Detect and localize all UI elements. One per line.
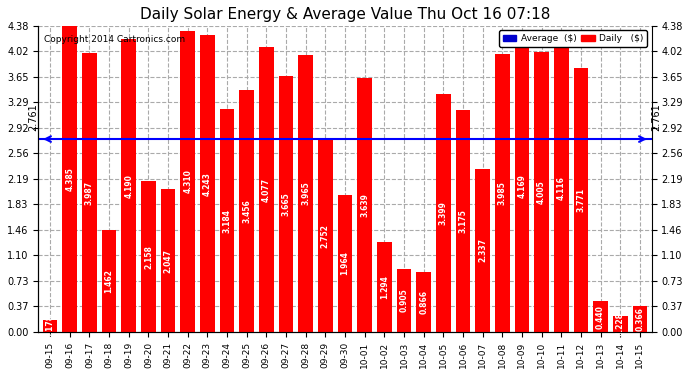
Bar [279, 76, 293, 332]
Bar [515, 40, 529, 332]
Bar [141, 181, 156, 332]
Bar [475, 169, 490, 332]
Text: 4.190: 4.190 [124, 174, 133, 198]
Text: 1.462: 1.462 [105, 269, 114, 293]
Text: 3.399: 3.399 [439, 201, 448, 225]
Text: 3.456: 3.456 [242, 200, 251, 223]
Bar [534, 52, 549, 332]
Bar [161, 189, 175, 332]
Text: 3.771: 3.771 [576, 188, 585, 212]
Text: 4.310: 4.310 [184, 170, 193, 194]
Text: 3.175: 3.175 [458, 209, 467, 233]
Text: 4.005: 4.005 [537, 180, 546, 204]
Text: 0.228: 0.228 [615, 312, 624, 336]
Text: 0.440: 0.440 [596, 305, 605, 328]
Bar [416, 272, 431, 332]
Bar [357, 78, 372, 332]
Bar [219, 110, 235, 332]
Text: 3.987: 3.987 [85, 181, 94, 205]
Bar [101, 230, 117, 332]
Title: Daily Solar Energy & Average Value Thu Oct 16 07:18: Daily Solar Energy & Average Value Thu O… [140, 7, 550, 22]
Text: 3.639: 3.639 [360, 193, 369, 217]
Text: 1.964: 1.964 [340, 252, 350, 275]
Text: 3.184: 3.184 [223, 209, 232, 233]
Text: 4.077: 4.077 [262, 177, 271, 202]
Bar [593, 302, 608, 332]
Text: 4.116: 4.116 [557, 176, 566, 200]
Bar [613, 316, 628, 332]
Text: 2.752: 2.752 [321, 224, 330, 248]
Bar [436, 94, 451, 332]
Text: 4.243: 4.243 [203, 172, 212, 196]
Text: 3.985: 3.985 [497, 181, 506, 205]
Bar [573, 69, 589, 332]
Bar [633, 306, 647, 332]
Bar [180, 31, 195, 332]
Text: 3.665: 3.665 [282, 192, 290, 216]
Bar [298, 55, 313, 332]
Bar [554, 44, 569, 332]
Text: 2.047: 2.047 [164, 249, 172, 273]
Text: 4.385: 4.385 [66, 167, 75, 191]
Bar [318, 140, 333, 332]
Legend: Average  ($), Daily   ($): Average ($), Daily ($) [500, 30, 647, 46]
Bar [43, 320, 57, 332]
Text: 0.178: 0.178 [46, 314, 55, 338]
Bar [121, 39, 136, 332]
Text: 2.761: 2.761 [652, 103, 662, 130]
Bar [337, 195, 353, 332]
Bar [62, 26, 77, 332]
Text: Copyright 2014 Cartronics.com: Copyright 2014 Cartronics.com [44, 35, 186, 44]
Bar [495, 54, 510, 332]
Bar [82, 53, 97, 332]
Text: 2.158: 2.158 [144, 245, 153, 268]
Bar [377, 242, 392, 332]
Bar [455, 110, 471, 332]
Text: 0.866: 0.866 [419, 290, 428, 314]
Bar [239, 90, 254, 332]
Bar [200, 36, 215, 332]
Text: 2.761: 2.761 [28, 103, 38, 130]
Bar [259, 47, 274, 332]
Text: 0.366: 0.366 [635, 308, 644, 331]
Text: 2.337: 2.337 [478, 238, 487, 262]
Bar [397, 269, 411, 332]
Text: 1.294: 1.294 [380, 275, 389, 299]
Text: 4.169: 4.169 [518, 174, 526, 198]
Text: 3.965: 3.965 [301, 182, 310, 206]
Text: 0.905: 0.905 [400, 289, 408, 312]
